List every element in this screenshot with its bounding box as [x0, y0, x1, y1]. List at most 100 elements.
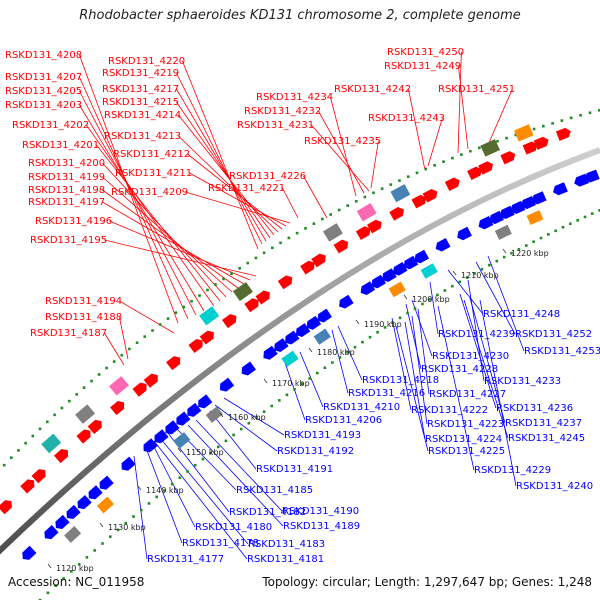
gene-label-reverse: RSKD131_4210: [323, 402, 400, 413]
gc-dot: [112, 360, 116, 363]
gene-arrow-reverse: [392, 261, 408, 276]
gene-label-reverse: RSKD131_4227: [429, 389, 506, 400]
gene-arrow-forward: [500, 151, 516, 165]
gene-arrow-reverse: [510, 200, 526, 215]
leader-line-reverse: [331, 329, 349, 394]
gene-label-reverse: RSKD131_4218: [362, 375, 439, 386]
gene-arrow-forward: [76, 429, 91, 444]
gc-dot: [368, 335, 372, 339]
gene-arrow-reverse: [457, 226, 472, 241]
leader-line-forward: [79, 90, 197, 316]
gc-dot: [38, 598, 42, 600]
gene-label-forward: RSKD131_4203: [5, 100, 82, 111]
leader-line-reverse: [299, 351, 324, 408]
gc-dot: [116, 528, 120, 532]
gene-arrow-reverse: [285, 330, 300, 345]
gc-dot: [70, 570, 73, 573]
gc-dot: [46, 420, 49, 424]
gene-arrow-forward: [188, 338, 203, 353]
gene-arrow-reverse: [584, 169, 600, 183]
gene-label-forward: RSKD131_4187: [30, 328, 107, 339]
gene-label-reverse: RSKD131_4216: [348, 388, 425, 399]
gc-dot: [198, 294, 201, 297]
gene-arrow-forward: [20, 479, 35, 494]
gene-arrow-reverse: [198, 394, 213, 409]
gene-label-forward: RSKD131_4198: [28, 185, 105, 196]
gc-dot: [46, 591, 50, 595]
gc-dot: [38, 427, 42, 431]
gc-dot: [262, 410, 266, 413]
gc-dot: [246, 261, 250, 265]
gc-dot: [354, 199, 358, 203]
map-title: Rhodobacter sphaeroides KD131 chromosome…: [79, 8, 521, 23]
gc-dot: [77, 563, 81, 566]
gc-dot: [532, 240, 535, 244]
gene-label-forward: RSKD131_4200: [28, 158, 105, 169]
feature-box: [108, 376, 129, 396]
gene-label-reverse: RSKD131_4225: [428, 446, 505, 457]
gc-dot: [458, 280, 462, 284]
kbp-tick-mark: [452, 270, 457, 276]
gc-dot: [424, 167, 428, 171]
gc-dot: [598, 209, 600, 212]
gene-arrow-forward: [199, 330, 214, 345]
leader-line-reverse: [411, 315, 428, 425]
gc-dot: [182, 305, 186, 309]
leader-line-forward: [370, 140, 379, 189]
gene-arrow-reverse: [552, 182, 568, 196]
gene-label-reverse: RSKD131_4182: [229, 507, 306, 518]
leader-line-forward: [79, 76, 189, 320]
gc-dot: [238, 267, 241, 270]
gc-dot: [583, 215, 587, 219]
feature-box: [313, 328, 331, 345]
gc-dot: [598, 108, 600, 112]
gene-label-reverse: RSKD131_4206: [305, 415, 382, 426]
gc-dot: [510, 251, 513, 255]
gene-arrow-reverse: [371, 274, 386, 289]
gc-dot: [216, 445, 220, 449]
gene-label-reverse: RSKD131_4248: [483, 309, 560, 320]
gc-dot: [232, 433, 235, 437]
gc-dot: [590, 212, 594, 215]
feature-box: [514, 124, 534, 142]
leader-line-forward: [102, 176, 233, 293]
gc-dot: [398, 179, 401, 182]
gc-dot: [82, 386, 86, 389]
leader-line-forward: [119, 300, 175, 334]
gc-dot: [120, 353, 124, 357]
gc-dot: [278, 399, 281, 402]
gc-dot: [60, 406, 64, 410]
gene-arrow-reverse: [44, 525, 59, 540]
gc-dot: [139, 508, 143, 512]
leader-line-reverse: [159, 437, 249, 545]
leader-line-forward: [104, 332, 125, 366]
feature-box: [480, 139, 500, 157]
gc-dot: [285, 393, 289, 397]
kbp-tick-label: 1140 kbp: [146, 486, 184, 495]
leader-line-reverse: [337, 325, 363, 381]
gc-dot: [143, 335, 147, 338]
kbp-tick-mark: [502, 248, 507, 254]
gene-arrow-reverse: [499, 205, 515, 220]
feature-box: [41, 433, 62, 454]
gene-label-reverse: RSKD131_4230: [432, 351, 509, 362]
leader-line-forward: [408, 88, 426, 171]
leader-line-forward: [86, 124, 215, 307]
feature-box: [75, 404, 96, 424]
gene-arrow-forward: [478, 161, 494, 175]
gene-label-reverse: RSKD131_4252: [515, 329, 592, 340]
gc-dot: [190, 299, 193, 303]
leader-line-reverse: [391, 317, 412, 411]
accession-text: Accession: NC_011958: [8, 575, 145, 589]
gc-dot: [85, 556, 89, 559]
kbp-tick-mark: [308, 347, 313, 353]
gene-label-forward: RSKD131_4235: [304, 136, 381, 147]
leader-line-forward: [119, 316, 129, 360]
kbp-tick-label: 1210 kbp: [461, 271, 499, 280]
leader-line-forward: [109, 220, 251, 281]
leader-line-forward: [311, 124, 370, 192]
gene-arrow-reverse: [339, 294, 354, 309]
gene-arrow-forward: [166, 356, 181, 371]
gene-label-forward: RSKD131_4215: [102, 97, 179, 108]
feature-box: [199, 306, 220, 326]
